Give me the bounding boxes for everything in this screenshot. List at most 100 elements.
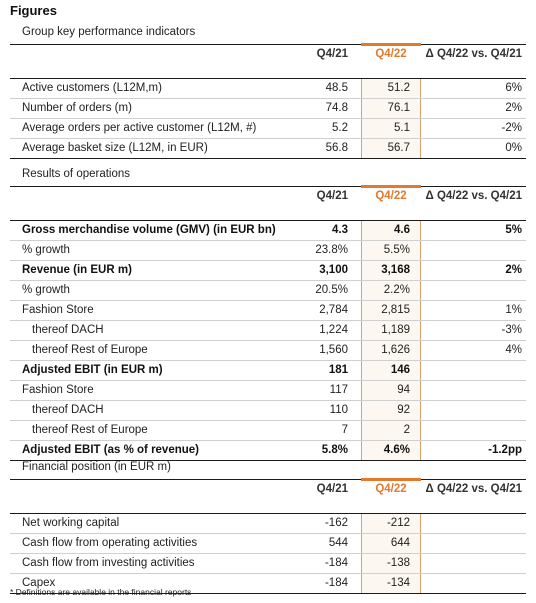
cell-current: 644 [361,534,421,553]
header-prior: Q4/21 [316,483,348,495]
cell-prior: -184 [324,557,348,569]
current-period-marker [361,185,421,188]
header-delta: Δ Q4/22 vs. Q4/21 [425,483,523,495]
cell-prior: 1,224 [319,324,348,336]
table-row: Cash flow from operating activities 544 64… [10,534,526,554]
cell-prior: 48.5 [325,82,348,94]
header-delta: Δ Q4/22 vs. Q4/21 [425,48,523,60]
cell-prior: 181 [328,364,348,376]
row-label: Cash flow from operating activities [22,537,198,549]
page-title: Figures [10,3,57,18]
row-label: thereof DACH [32,324,104,336]
table-header: Q4/21 Q4/22 Δ Q4/22 vs. Q4/21 [10,43,526,79]
table-row: Gross merchandise volume (GMV) (in EUR b… [10,221,526,241]
cell-current: 3,168 [361,261,421,280]
table-row: Active customers (L12M,m) 48.5 51.2 6% [10,79,526,99]
cell-delta: -2% [501,122,522,134]
table-row: thereof DACH 110 92 [10,401,526,421]
table-row: % growth 23.8% 5.5% [10,241,526,261]
header-prior: Q4/21 [316,190,348,202]
row-label: thereof DACH [32,404,104,416]
cell-prior: 5.2 [332,122,348,134]
cell-current: 51.2 [361,79,421,98]
row-label: Active customers (L12M,m) [22,82,162,94]
table-row: thereof Rest of Europe 1,560 1,626 4% [10,341,526,361]
row-label: thereof Rest of Europe [32,424,148,436]
table-row: Adjusted EBIT (in EUR m) 181 146 [10,361,526,381]
cell-current: -134 [361,574,421,593]
table-row: Fashion Store 2,784 2,815 1% [10,301,526,321]
table-row: Average orders per active customer (L12M… [10,119,526,139]
row-label: Fashion Store [22,384,94,396]
header-current: Q4/22 [375,483,407,495]
table-row: Number of orders (m) 74.8 76.1 2% [10,99,526,119]
cell-delta: 2% [505,264,522,276]
header-prior: Q4/21 [316,48,348,60]
cell-delta: 2% [505,102,522,114]
cell-current: 2.2% [361,281,421,300]
cell-current: 2 [361,421,421,440]
cell-prior: 117 [329,384,348,396]
cell-current: 4.6% [361,441,421,460]
row-label: Average orders per active customer (L12M… [22,122,257,134]
cell-delta: -1.2pp [488,444,522,456]
row-label: Number of orders (m) [22,102,132,114]
header-delta: Δ Q4/22 vs. Q4/21 [425,190,523,202]
cell-delta: 6% [505,82,522,94]
row-label: % growth [22,244,70,256]
cell-current: 1,626 [361,341,421,360]
cell-current: 146 [361,361,421,380]
row-label: Cash flow from investing activities [22,557,195,569]
table-body: Net working capital -162 -212 Cash flow fro… [10,514,526,594]
cell-current: 4.6 [361,221,421,240]
table-row: % growth 20.5% 2.2% [10,281,526,301]
header-current: Q4/22 [375,190,407,202]
row-label: % growth [22,284,70,296]
table-row: Adjusted EBIT (as % of revenue) 5.8% 4.6% -… [10,441,526,461]
cell-prior: -184 [324,577,348,589]
table-row: Revenue (in EUR m) 3,100 3,168 2% [10,261,526,281]
cell-prior: 3,100 [319,264,348,276]
cell-current: 92 [361,401,421,420]
cell-prior: 2,784 [319,304,348,316]
current-period-marker [361,478,421,481]
table-row: Fashion Store 117 94 [10,381,526,401]
cell-delta: 4% [505,344,522,356]
table-row: Average basket size (L12M, in EUR) 56.8 56… [10,139,526,159]
row-label: Adjusted EBIT (in EUR m) [22,364,163,376]
table-header: Q4/21 Q4/22 Δ Q4/22 vs. Q4/21 [10,478,526,514]
cell-current: 5.1 [361,119,421,138]
row-label: Capex [22,577,56,589]
cell-current: 5.5% [361,241,421,260]
cell-prior: 56.8 [325,142,348,154]
cell-prior: 110 [329,404,348,416]
cell-prior: 7 [341,424,348,436]
section-title: Results of operations [10,162,526,187]
cell-current: -138 [361,554,421,573]
row-label: Net working capital [22,517,120,529]
row-label: Revenue (in EUR m) [22,264,132,276]
cell-delta: 1% [505,304,522,316]
cell-prior: -162 [324,517,348,529]
cell-delta: -3% [501,324,522,336]
row-label: Average basket size (L12M, in EUR) [22,142,208,154]
table-row: thereof Rest of Europe 7 2 [10,421,526,441]
row-label: Gross merchandise volume (GMV) (in EUR b… [22,224,276,236]
row-label: Fashion Store [22,304,94,316]
cell-current: 2,815 [361,301,421,320]
cell-current: 94 [361,381,421,400]
cell-prior: 23.8% [315,244,348,256]
cell-prior: 1,560 [319,344,348,356]
section-title: Group key performance indicators [10,20,526,45]
section-financial-position: Financial position (in EUR m) Q4/21 Q4/2… [10,455,526,594]
cell-current: -212 [361,514,421,533]
table-header: Q4/21 Q4/22 Δ Q4/22 vs. Q4/21 [10,185,526,221]
cell-delta: 0% [505,142,522,154]
header-current: Q4/22 [375,48,407,60]
cell-prior: 544 [328,537,348,549]
section-results: Results of operations Q4/21 Q4/22 Δ Q4/2… [10,162,526,461]
row-label: Adjusted EBIT (as % of revenue) [22,444,200,456]
cell-prior: 74.8 [325,102,348,114]
section-kpi: Group key performance indicators Q4/21 Q… [10,20,526,159]
